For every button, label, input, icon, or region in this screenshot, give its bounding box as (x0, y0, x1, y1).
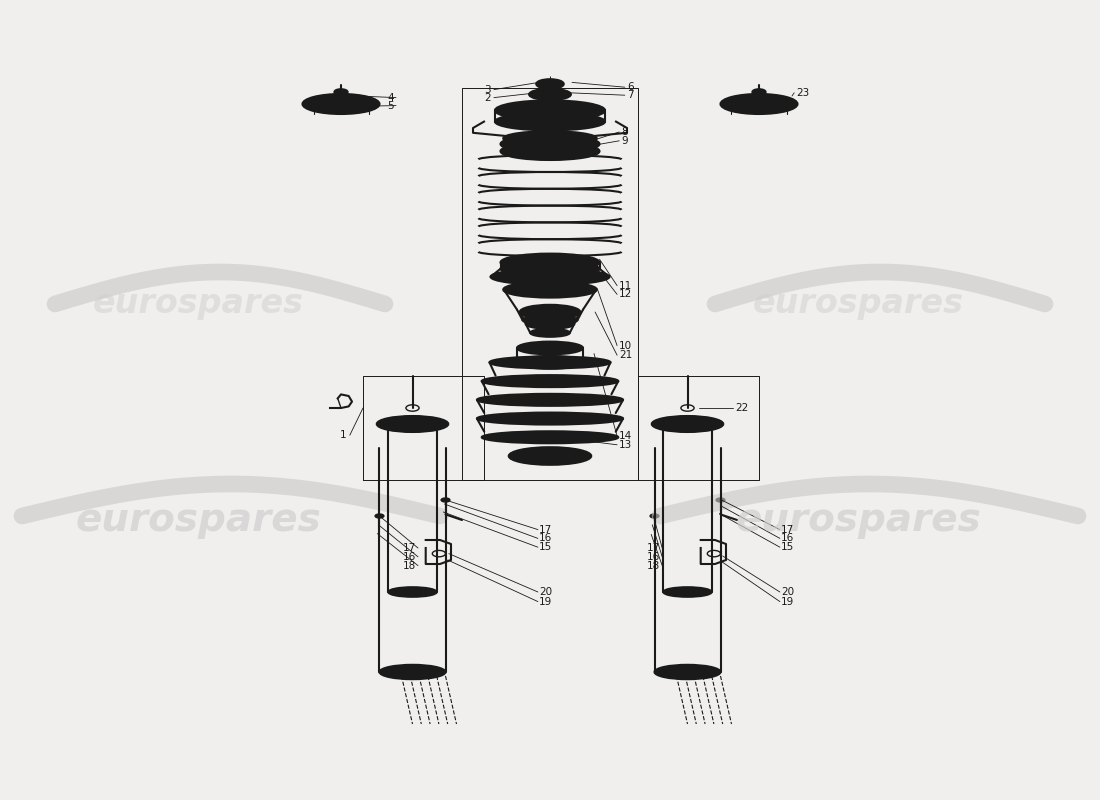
Text: eurospares: eurospares (92, 287, 304, 321)
Text: 19: 19 (781, 597, 794, 606)
Text: 7: 7 (627, 90, 634, 100)
Text: eurospares: eurospares (75, 501, 321, 539)
Text: 17: 17 (781, 525, 794, 534)
Text: eurospares: eurospares (735, 501, 981, 539)
Text: 18: 18 (647, 561, 660, 570)
Text: 23: 23 (796, 88, 810, 98)
Ellipse shape (491, 269, 609, 285)
Ellipse shape (537, 79, 563, 89)
Ellipse shape (302, 94, 379, 114)
Ellipse shape (720, 94, 798, 114)
Ellipse shape (716, 498, 725, 502)
Text: 22: 22 (735, 403, 748, 413)
Text: 9: 9 (621, 136, 628, 146)
Ellipse shape (482, 375, 618, 387)
Ellipse shape (495, 113, 605, 130)
Text: 16: 16 (647, 552, 660, 562)
Ellipse shape (500, 135, 600, 153)
Text: 6: 6 (627, 82, 634, 92)
Ellipse shape (517, 356, 583, 369)
Ellipse shape (500, 262, 600, 276)
Ellipse shape (376, 416, 449, 432)
Text: 20: 20 (539, 587, 552, 597)
Text: 12: 12 (619, 290, 632, 299)
Text: 4: 4 (387, 93, 394, 102)
Text: 15: 15 (781, 542, 794, 552)
Text: 17: 17 (647, 543, 660, 553)
Text: 16: 16 (781, 534, 794, 543)
Text: 3: 3 (484, 85, 491, 94)
Ellipse shape (375, 514, 384, 518)
Ellipse shape (504, 102, 596, 118)
Ellipse shape (526, 319, 574, 329)
Ellipse shape (504, 282, 596, 298)
Text: 14: 14 (619, 431, 632, 441)
Ellipse shape (535, 90, 565, 98)
Ellipse shape (388, 587, 437, 597)
Ellipse shape (529, 89, 571, 100)
Ellipse shape (490, 357, 610, 368)
Text: 17: 17 (539, 525, 552, 534)
Text: 17: 17 (403, 543, 416, 553)
Ellipse shape (330, 94, 352, 102)
Ellipse shape (495, 100, 605, 121)
Text: 18: 18 (403, 561, 416, 570)
Ellipse shape (650, 514, 659, 518)
Text: 8: 8 (621, 127, 628, 137)
Ellipse shape (504, 131, 596, 146)
Ellipse shape (477, 413, 623, 425)
Ellipse shape (517, 105, 583, 116)
Ellipse shape (540, 81, 560, 87)
Ellipse shape (379, 665, 446, 679)
Ellipse shape (519, 305, 581, 319)
Text: 2: 2 (484, 93, 491, 102)
Text: 13: 13 (619, 440, 632, 450)
Text: 21: 21 (619, 350, 632, 360)
Ellipse shape (654, 665, 720, 679)
Ellipse shape (530, 329, 570, 337)
Text: 20: 20 (781, 587, 794, 597)
Text: 15: 15 (539, 542, 552, 552)
Text: 10: 10 (619, 341, 632, 350)
Ellipse shape (500, 254, 600, 271)
Ellipse shape (651, 416, 724, 432)
Ellipse shape (522, 315, 578, 325)
Ellipse shape (752, 90, 766, 94)
Text: eurospares: eurospares (752, 287, 964, 321)
Ellipse shape (508, 447, 592, 465)
Text: 16: 16 (539, 534, 552, 543)
Ellipse shape (334, 90, 348, 94)
Text: 16: 16 (403, 552, 416, 562)
Ellipse shape (748, 94, 770, 102)
Text: 11: 11 (619, 281, 632, 290)
Ellipse shape (477, 394, 623, 406)
Ellipse shape (500, 142, 600, 160)
Text: 19: 19 (539, 597, 552, 606)
Text: 1: 1 (340, 430, 346, 440)
Text: 5: 5 (387, 101, 394, 110)
Ellipse shape (482, 431, 618, 443)
Ellipse shape (517, 342, 583, 354)
Ellipse shape (441, 498, 450, 502)
Ellipse shape (663, 587, 712, 597)
